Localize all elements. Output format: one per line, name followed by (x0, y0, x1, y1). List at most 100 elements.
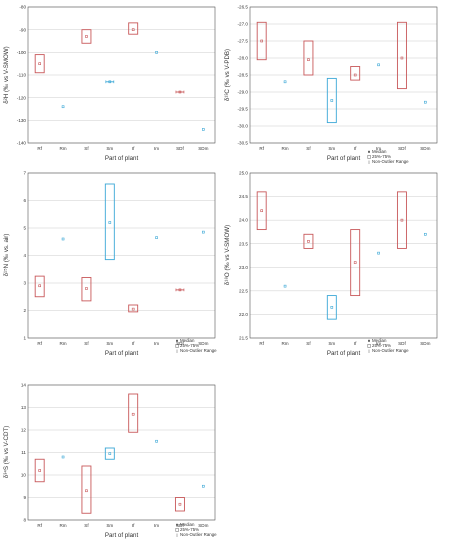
chart2-median-point-SDf (400, 56, 404, 60)
chart5-median-point-Sm (108, 452, 112, 455)
chart4-xtick-label: Im (376, 341, 381, 346)
chart4-xtick-label: SDf (398, 341, 406, 346)
chart3-xtick-label: If (132, 341, 135, 346)
chart1-xtick-label: SDf (176, 146, 184, 151)
chart1-box-Rf (34, 54, 45, 74)
chart4-box-Sf (303, 233, 314, 249)
chart2-ytick-label: -28.5 (238, 73, 249, 78)
chart5-median-point-SDm (202, 484, 205, 488)
chart2-xtick-label: Rm (281, 146, 288, 151)
chart2-ytick-label: -28.0 (238, 56, 249, 61)
chart2-median-point-SDm (424, 100, 427, 104)
chart5-median-point-Sf (85, 489, 88, 493)
chart3-legend-box: 25%-75% (180, 343, 199, 348)
chart5-ytick-label: 12 (21, 428, 27, 433)
chart2-ytick-label: -29.0 (238, 90, 249, 95)
chart3-ytick-label: 4 (23, 253, 26, 258)
chart3-ytick-label: 3 (23, 281, 26, 286)
chart4-box-If (350, 229, 361, 297)
chart4-median-point-Rf (260, 209, 263, 213)
chart3-ytick-label: 5 (23, 226, 26, 231)
chart3-median-point-If (131, 307, 135, 311)
chart2-legend-whisker: Non-Outlier Range (372, 159, 409, 164)
chart2-legend-median-marker (368, 150, 370, 153)
chart4-median-point-If (353, 261, 357, 264)
chart5-y-axis-label: δ³⁴S (‰ vs V-CDT) (3, 426, 10, 479)
chart5-legend-box-marker (175, 528, 179, 532)
chart3-box-If (128, 304, 139, 313)
chart3-xtick-label: Im (154, 341, 159, 346)
chart3-x-axis-label: Part of plant (105, 350, 139, 357)
chart3-ytick-label: 2 (23, 308, 26, 313)
chart2-box-Sf (303, 40, 314, 76)
chart4-ytick-label: 22.0 (239, 312, 248, 317)
chart4-ytick-label: 22.5 (239, 288, 248, 293)
chart2-box-If (350, 66, 361, 81)
chart1-median-point-Rf (38, 62, 41, 65)
chart1-median-point-SDm (202, 128, 205, 131)
chart2-xtick-label: Im (376, 146, 381, 151)
chart1-median-point-Rm (61, 105, 65, 109)
chart5-xtick-label: If (132, 523, 135, 528)
chart4-xtick-label: Sf (306, 341, 311, 346)
chart4-ytick-label: 25.0 (239, 171, 248, 176)
chart4-median-point-Sm (330, 306, 334, 309)
chart4-legend-box: 25%-75% (372, 343, 391, 348)
chart2-ytick-label: -29.5 (238, 107, 249, 112)
chart2-median-point-Sm (330, 99, 334, 102)
chart2-median-point-Sf (307, 58, 310, 62)
chart3-xtick-label: Rf (37, 341, 42, 346)
chart5-xtick-label: Im (154, 523, 159, 528)
chart5-median-point-SDf (178, 502, 182, 506)
chart5-median-point-Im (155, 439, 158, 443)
chart1-ytick-label: -140 (17, 141, 27, 146)
chart5-ytick-label: 13 (21, 405, 27, 410)
chart3-xtick-label: SDf (176, 341, 184, 346)
chart2-median-point-Rf (260, 39, 263, 43)
chart4-y-axis-label: δ¹⁸O (‰ vs V-SMOW) (224, 225, 231, 285)
chart3-legend-median: Median (180, 338, 195, 343)
chart1-median-point-Im (155, 51, 158, 54)
chart5-box-Sm (104, 447, 115, 460)
chart5-ytick-label: 10 (21, 473, 27, 478)
chart1-plot-frame (27, 6, 216, 144)
chart5-median-point-If (131, 412, 135, 416)
chart3-median-point-SDf (178, 288, 182, 292)
chart4-ytick-label: 24.0 (239, 218, 248, 223)
chart3-xtick-label: Rm (59, 341, 66, 346)
chart5-xtick-label: Sf (84, 523, 89, 528)
chart2-box-Rf (256, 21, 267, 61)
chart3-median-point-Rm (61, 237, 65, 241)
chart1-ytick-label: -120 (17, 95, 27, 100)
chart4-legend-whisker: Non-Outlier Range (372, 348, 409, 353)
chart2-box-SDf (396, 21, 407, 90)
chart4-ytick-label: 23.5 (239, 241, 248, 246)
chart4-xtick-label: SDm (420, 341, 430, 346)
chart2-ytick-label: -26.5 (238, 5, 249, 10)
chart1-median-point-Sf (85, 35, 88, 38)
chart3-ytick-label: 1 (23, 336, 26, 341)
chart2-legend-median: Median (372, 149, 387, 154)
chart4-box-SDf (396, 191, 407, 249)
chart4-xtick-label: Rf (259, 341, 264, 346)
chart1-xtick-label: If (132, 146, 135, 151)
chart1-xtick-label: SDm (198, 146, 208, 151)
chart2-median-point-If (353, 73, 357, 77)
chart5-xtick-label: Rm (59, 523, 66, 528)
chart1-xtick-label: Rm (59, 146, 66, 151)
chart5-box-SDf (174, 497, 185, 512)
chart2-box-Sm (326, 77, 337, 124)
chart1-ytick-label: -80 (19, 5, 26, 10)
chart3-y-axis-label: δ¹⁵N (‰ vs. air) (3, 234, 10, 277)
chart3-xtick-label: Sf (84, 341, 89, 346)
chart4-legend-median-marker (368, 339, 370, 342)
chart1-xtick-label: Sm (106, 146, 113, 151)
chart4-box-Sm (326, 295, 337, 320)
chart1-xtick-label: Sf (84, 146, 89, 151)
chart3-box-Rf (34, 275, 45, 298)
chart2-median-point-Rm (283, 80, 287, 84)
chart4-ytick-label: 24.5 (239, 194, 248, 199)
chart1-x-axis-label: Part of plant (105, 155, 139, 162)
chart5-ytick-label: 8 (23, 518, 26, 523)
chart5-box-If (128, 393, 139, 433)
